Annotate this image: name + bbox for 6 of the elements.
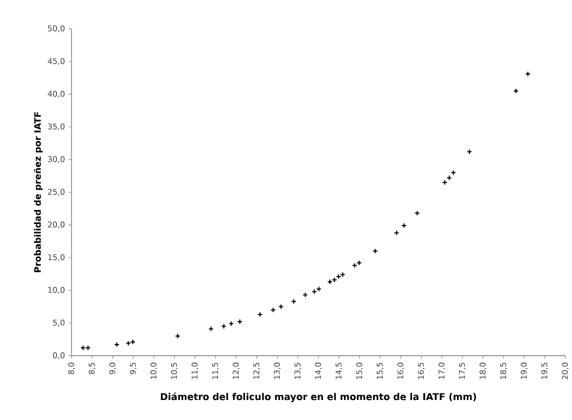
point bbox=[302, 292, 308, 298]
point bbox=[446, 175, 452, 180]
point bbox=[291, 298, 296, 304]
point bbox=[442, 180, 448, 186]
x-axis-title: Diámetro del foliculo mayor en el momento de la IATF (mm) bbox=[160, 392, 476, 402]
y-axis-title: Probabilidad de preñez por IATF bbox=[34, 112, 43, 272]
